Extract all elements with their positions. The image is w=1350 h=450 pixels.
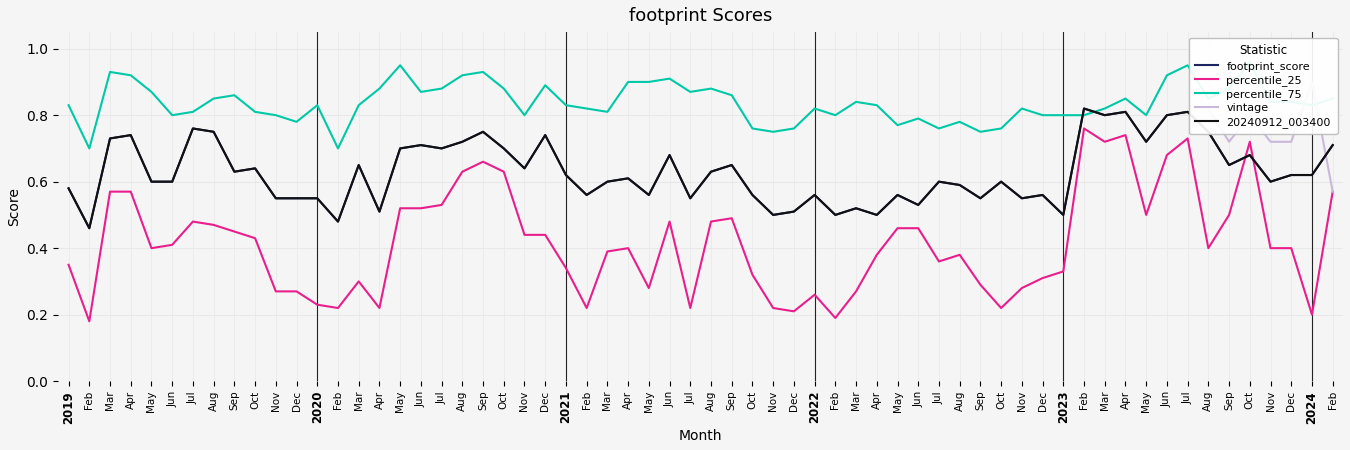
20240912_003400 [703,169,720,175]
footprint_score [1076,106,1092,111]
20240912_003400 [61,185,77,191]
20240912_003400 [81,225,97,231]
percentile_75 [413,89,429,94]
percentile_75 [329,146,346,151]
20240912_003400 [1076,106,1092,111]
percentile_75 [703,86,720,91]
Line: footprint_score: footprint_score [69,108,1332,228]
percentile_25 [703,219,720,224]
Line: 20240912_003400: 20240912_003400 [69,108,1332,228]
vintage [1200,106,1216,111]
20240912_003400 [1324,142,1341,148]
footprint_score [61,185,77,191]
vintage [1242,112,1258,118]
Y-axis label: Score: Score [7,187,22,226]
footprint_score [848,206,864,211]
footprint_score [413,142,429,148]
percentile_75 [1180,63,1196,68]
footprint_score [1200,129,1216,135]
percentile_25 [329,305,346,310]
footprint_score [703,169,720,175]
percentile_25 [1076,126,1092,131]
footprint_score [185,126,201,131]
vintage [1304,79,1320,85]
Line: percentile_25: percentile_25 [69,128,1332,321]
percentile_25 [1324,189,1341,194]
vintage [1220,139,1237,144]
Title: footprint Scores: footprint Scores [629,7,772,25]
percentile_25 [413,206,429,211]
percentile_75 [81,146,97,151]
percentile_25 [1200,245,1216,251]
footprint_score [81,225,97,231]
20240912_003400 [185,126,201,131]
X-axis label: Month: Month [679,429,722,443]
percentile_75 [185,109,201,115]
Line: percentile_75: percentile_75 [69,62,1332,148]
percentile_75 [1324,96,1341,101]
vintage [1324,189,1341,194]
vintage [1282,139,1299,144]
percentile_75 [848,99,864,104]
20240912_003400 [413,142,429,148]
percentile_25 [848,289,864,294]
percentile_25 [185,219,201,224]
percentile_25 [61,262,77,267]
percentile_75 [1242,59,1258,65]
footprint_score [329,219,346,224]
percentile_75 [61,103,77,108]
vintage [1262,139,1278,144]
percentile_25 [81,319,97,324]
Line: vintage: vintage [1208,82,1332,192]
Legend: footprint_score, percentile_25, percentile_75, vintage, 20240912_003400: footprint_score, percentile_25, percenti… [1189,38,1338,134]
20240912_003400 [329,219,346,224]
20240912_003400 [1200,129,1216,135]
footprint_score [1324,142,1341,148]
20240912_003400 [848,206,864,211]
